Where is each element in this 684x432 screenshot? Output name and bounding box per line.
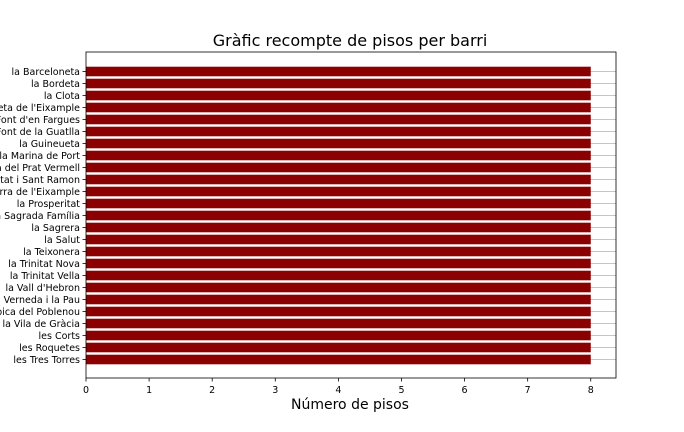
- x-tick-label: 0: [83, 385, 89, 396]
- y-tick-label: la Teixonera: [23, 247, 80, 258]
- y-tick-label: les Roquetes: [19, 343, 80, 354]
- bar: [86, 222, 591, 233]
- bar: [86, 198, 591, 209]
- bar: [86, 282, 591, 293]
- y-tick-label: la Guineueta: [19, 139, 80, 150]
- x-tick-label: 1: [146, 385, 152, 396]
- bar: [86, 66, 591, 77]
- bar: [86, 126, 591, 137]
- y-tick-label: les Corts: [39, 331, 81, 342]
- x-tick-label: 2: [209, 385, 215, 396]
- y-tick-label: la Vila de Gràcia: [2, 319, 80, 330]
- bar: [86, 114, 591, 125]
- y-tick-label: la Bordeta: [31, 79, 80, 90]
- y-tick-label: la Dreta de l'Eixample: [0, 103, 80, 114]
- bar: [86, 294, 591, 305]
- x-tick-label: 4: [335, 385, 341, 396]
- y-tick-label: les Tres Torres: [13, 355, 80, 366]
- bar: [86, 150, 591, 161]
- y-tick-label: la Sagrada Família: [0, 211, 80, 222]
- bar: [86, 330, 591, 341]
- y-tick-label: la Nova Esquerra de l'Eixample: [0, 187, 80, 198]
- y-tick-label: la Maternitat i Sant Ramon: [0, 175, 80, 186]
- y-tick-label: la Marina de Port: [0, 151, 80, 162]
- bar: [86, 270, 591, 281]
- bar: [86, 246, 591, 257]
- chart-title: Gràfic recompte de pisos per barri: [213, 31, 488, 50]
- y-tick-label: la Marina del Prat Vermell: [0, 163, 80, 174]
- bar: [86, 210, 591, 221]
- y-tick-label: la Font de la Guatlla: [0, 127, 80, 138]
- bar: [86, 258, 591, 269]
- y-tick-label: la Clota: [44, 91, 80, 102]
- bar: [86, 90, 591, 101]
- x-tick-label: 5: [398, 385, 404, 396]
- y-tick-label: la Barceloneta: [12, 67, 80, 78]
- plot-frame: [85, 51, 617, 379]
- y-tick-label: la Vila Olímpica del Poblenou: [0, 307, 80, 318]
- bar: [86, 234, 591, 245]
- y-tick-label: la Verneda i la Pau: [0, 295, 80, 306]
- x-tick-label: 3: [272, 385, 278, 396]
- bar: [86, 354, 591, 365]
- x-axis-ticks: 0 1 2 3 4 5 6 7 8: [83, 378, 594, 396]
- bar: [86, 138, 591, 149]
- y-tick-label: la Salut: [44, 235, 80, 246]
- y-tick-label: la Trinitat Nova: [8, 259, 80, 270]
- bar: [86, 78, 591, 89]
- x-tick-label: 6: [462, 385, 468, 396]
- y-tick-label: la Trinitat Vella: [10, 271, 80, 282]
- x-tick-label: 8: [588, 385, 594, 396]
- bar: [86, 306, 591, 317]
- bar: [86, 174, 591, 185]
- bar: [86, 186, 591, 197]
- y-tick-label: la Vall d'Hebron: [5, 283, 80, 294]
- x-tick-label: 7: [525, 385, 531, 396]
- bars: [86, 66, 591, 365]
- bar: [86, 318, 591, 329]
- x-axis-label: Número de pisos: [291, 397, 409, 413]
- bar: [86, 162, 591, 173]
- bar: [86, 342, 591, 353]
- bar: [86, 102, 591, 113]
- y-tick-label: la Prosperitat: [17, 199, 80, 210]
- y-tick-label: la Font d'en Fargues: [0, 115, 80, 126]
- y-tick-label: la Sagrera: [31, 223, 80, 234]
